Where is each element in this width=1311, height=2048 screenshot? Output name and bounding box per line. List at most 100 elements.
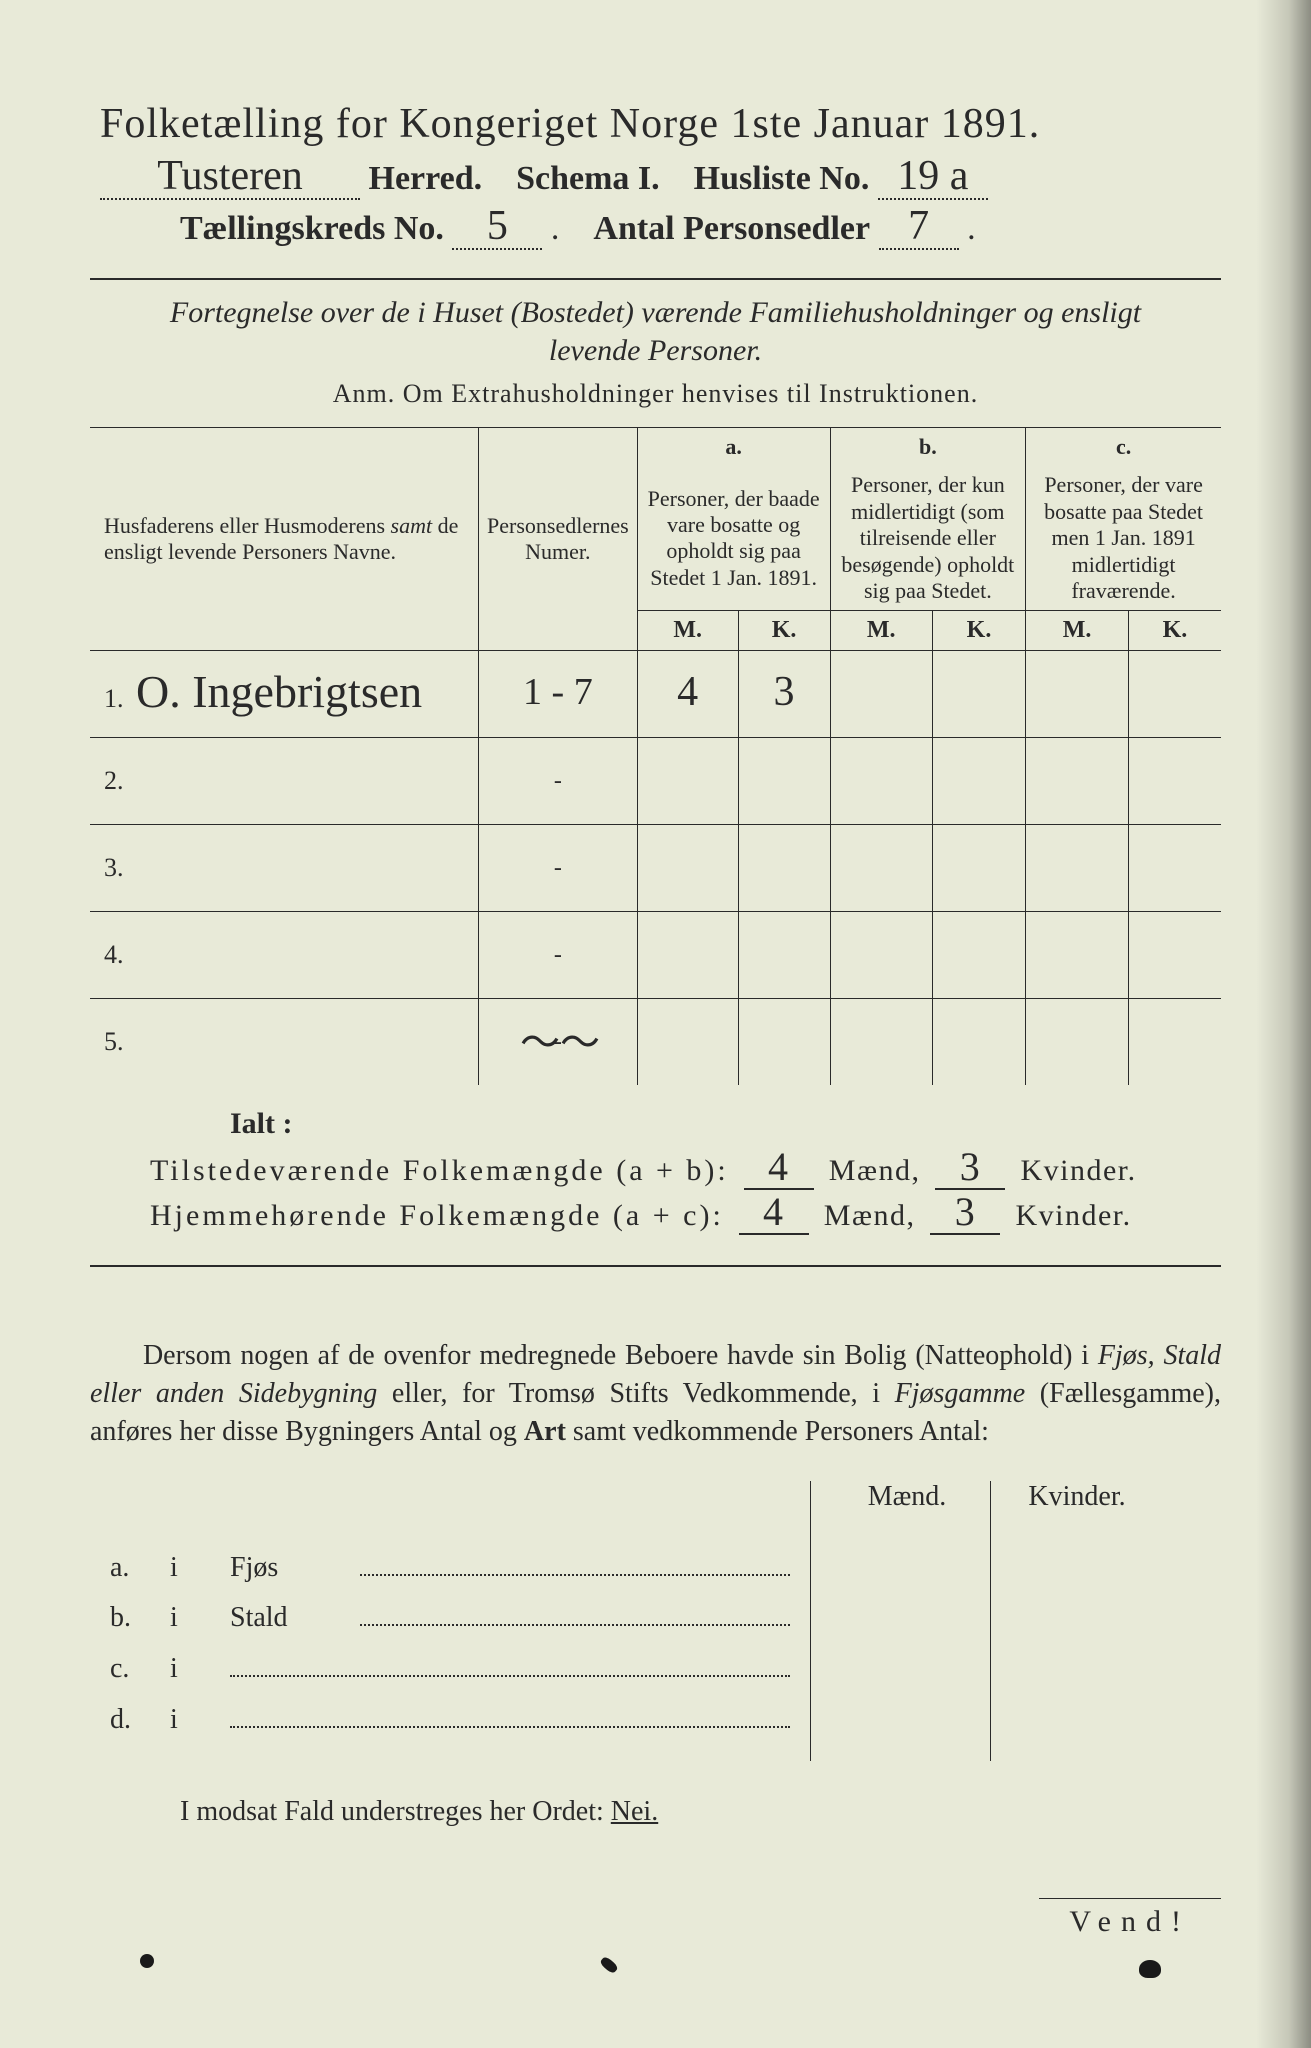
husliste-field: 19 a [878, 160, 988, 200]
schema-label: Schema I. [516, 160, 660, 197]
herred-label: Herred. [369, 160, 483, 197]
ink-dot [1139, 1960, 1161, 1978]
sub-vline-1 [810, 1481, 811, 1761]
husliste-label: Husliste No. [694, 160, 870, 197]
sub-row: b. i Stald [90, 1594, 1221, 1635]
table-row: 5. - [90, 999, 1221, 1086]
antal-field: 7 [879, 210, 959, 250]
husliste-value: 19 a [897, 153, 968, 199]
col-a-k: K. [738, 611, 830, 651]
ink-dot [599, 1955, 619, 1974]
col-head-numer: Personsedlernes Numer. [479, 428, 638, 651]
page-edge-shadow [1256, 0, 1311, 2048]
row-numer: - [479, 738, 638, 825]
row-name-cell: 1. O. Ingebrigtsen [90, 651, 479, 738]
sub-i: i [170, 1552, 230, 1584]
intro-text: Fortegnelse over de i Huset (Bostedet) v… [90, 294, 1221, 369]
side-building-paragraph: Dersom nogen af de ovenfor medregnede Be… [90, 1337, 1221, 1450]
summary-2-m: 4 [763, 1189, 785, 1234]
vend-label: Vend! [1039, 1898, 1221, 1939]
col-c-k: K. [1128, 611, 1221, 651]
kreds-field: 5 [452, 210, 542, 250]
kvinder-label: Kvinder. [1015, 1199, 1131, 1232]
row-num: 3. [104, 853, 124, 882]
maend-label: Mænd, [824, 1199, 916, 1232]
summary-2-label: Hjemmehørende Folkemængde (a + c): [150, 1199, 724, 1232]
sub-maend-label: Mænd. [822, 1481, 992, 1513]
modsat-nei: Nei. [611, 1796, 658, 1827]
sub-i: i [170, 1704, 230, 1736]
summary-1-m: 4 [768, 1144, 790, 1189]
row-num: 1. [104, 684, 124, 713]
herred-value: Tusteren [157, 153, 302, 199]
antal-value: 7 [908, 203, 929, 249]
col-head-b: Personer, der kun midlertidigt (som tilr… [830, 466, 1026, 610]
modsat-text: I modsat Fald understreges her Ordet: [180, 1796, 611, 1827]
sub-table-head: Mænd. Kvinder. [90, 1481, 1221, 1513]
sub-key: d. [90, 1704, 170, 1736]
sub-row: c. i [90, 1644, 1221, 1685]
maend-label: Mænd, [829, 1154, 921, 1187]
census-form-page: Folketælling for Kongeriget Norge 1ste J… [0, 0, 1311, 2048]
row-numer: 1 - 7 [523, 671, 593, 713]
sub-list: a. i Fjøs b. i Stald c. i d. i [90, 1543, 1221, 1736]
row-bK [932, 651, 1025, 738]
col-head-b-letter: b. [830, 428, 1026, 467]
antal-label: Antal Personsedler [593, 210, 870, 247]
row-num: 2. [104, 766, 124, 795]
sub-dots [360, 1594, 790, 1627]
row-num: 5. [104, 1027, 124, 1056]
sub-table-area: Mænd. Kvinder. a. i Fjøs b. i Stald c. i [90, 1481, 1221, 1736]
kreds-value: 5 [487, 203, 508, 249]
row-bM [830, 651, 932, 738]
sub-key: a. [90, 1552, 170, 1584]
row-cK [1128, 651, 1221, 738]
col-c-m: M. [1026, 611, 1129, 651]
household-table: Husfaderens eller Husmode​rens samt de e… [90, 427, 1221, 1085]
col-a-m: M. [637, 611, 738, 651]
squiggle-mark: ～～ [520, 1010, 600, 1068]
table-row: 2. - [90, 738, 1221, 825]
sub-i: i [170, 1653, 230, 1685]
kvinder-label: Kvinder. [1020, 1154, 1136, 1187]
intro-line1: Fortegnelse over de i Huset (Bostedet) v… [170, 296, 1141, 329]
summary-2-k: 3 [955, 1189, 977, 1234]
sub-row: a. i Fjøs [90, 1543, 1221, 1584]
sub-key: b. [90, 1602, 170, 1634]
summary-line-1: Tilstedeværende Folkemængde (a + b): 4 M… [150, 1151, 1221, 1190]
anm-note: Anm. Om Extrahusholdninger henvises til … [90, 379, 1221, 409]
col-b-m: M. [830, 611, 932, 651]
herred-field: Tusteren [100, 160, 360, 200]
sub-dots [360, 1543, 790, 1576]
row-aM: 4 [677, 669, 698, 715]
col-head-c: Personer, der vare bosatte paa Stedet me… [1026, 466, 1221, 610]
sub-dots [230, 1644, 790, 1677]
row-aK: 3 [774, 669, 795, 715]
ialt-label: Ialt : [230, 1107, 1221, 1141]
row-num: 4. [104, 940, 124, 969]
divider-rule-2 [90, 1265, 1221, 1267]
summary-line-2: Hjemmehørende Folkemængde (a + c): 4 Mæn… [150, 1196, 1221, 1235]
divider-rule [90, 278, 1221, 280]
page-title: Folketælling for Kongeriget Norge 1ste J… [100, 100, 1221, 148]
col-head-a-letter: a. [637, 428, 830, 467]
col-head-names: Husfaderens eller Husmode​rens samt de e… [90, 428, 479, 651]
row-numer: - [479, 912, 638, 999]
sub-dots [230, 1695, 790, 1728]
sub-i: i [170, 1602, 230, 1634]
row-cM [1026, 651, 1129, 738]
kreds-label: Tællingskreds No. [180, 210, 444, 247]
sub-label: Stald [230, 1602, 360, 1634]
table-row: 3. - [90, 825, 1221, 912]
sub-key: c. [90, 1653, 170, 1685]
row-numer: - [479, 825, 638, 912]
col-head-a: Personer, der baade vare bosatte og opho… [637, 466, 830, 610]
col-b-k: K. [932, 611, 1025, 651]
row-name: O. Ingebrigtsen [136, 666, 422, 717]
sub-kvinder-label: Kvinder. [992, 1481, 1162, 1513]
summary-1-k: 3 [960, 1144, 982, 1189]
summary-1-label: Tilstedeværende Folkemængde (a + b): [150, 1154, 729, 1187]
sub-vline-2 [990, 1481, 991, 1761]
ink-dot [140, 1954, 154, 1968]
header-line-3: Tællingskreds No. 5 . Antal Personsedler… [180, 210, 1221, 250]
